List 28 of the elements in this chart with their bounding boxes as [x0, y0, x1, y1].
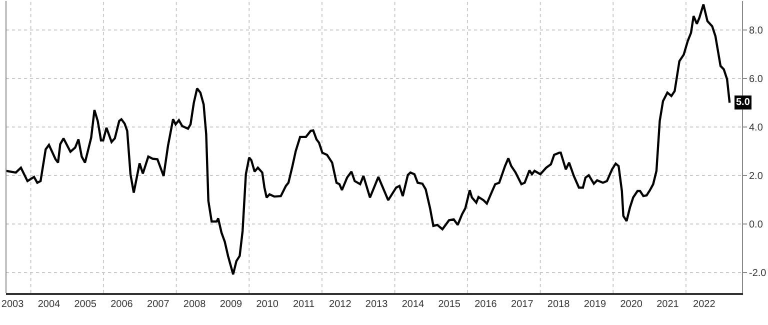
x-tick-label: 2012: [329, 298, 352, 310]
y-tick-label: 6.0: [749, 74, 764, 86]
x-tick-label: 2015: [438, 298, 461, 310]
x-tick-label: 2003: [1, 298, 24, 310]
x-tick-label: 2008: [183, 298, 206, 310]
x-tick-label: 2009: [220, 298, 243, 310]
x-tick-label: 2018: [547, 298, 570, 310]
x-tick-label: 2019: [584, 298, 607, 310]
x-tick-label: 2011: [292, 298, 315, 310]
x-tick-label: 2016: [474, 298, 498, 310]
y-tick-label: 8.0: [749, 26, 764, 37]
x-tick-label: 2017: [511, 298, 534, 310]
x-tick-label: 2014: [402, 298, 425, 310]
x-tick-label: 2010: [256, 298, 279, 310]
x-tick-label: 2013: [365, 298, 388, 310]
x-tick-label: 2006: [110, 298, 134, 310]
x-tick-label: 2022: [693, 298, 716, 310]
y-tick-label: 0.0: [749, 219, 764, 230]
y-tick-label: 4.0: [749, 122, 764, 134]
x-tick-label: 2020: [620, 298, 643, 310]
y-tick-label: 2.0: [749, 170, 764, 182]
x-tick-label: 2021: [656, 298, 680, 310]
x-tick-label: 2004: [38, 298, 61, 310]
x-tick-label: 2007: [147, 298, 170, 310]
annotation: 5.0: [736, 97, 750, 108]
x-tick-label: 2005: [74, 298, 97, 310]
line-series: [6, 3, 731, 276]
y-tick-label: -2.0: [749, 268, 767, 279]
